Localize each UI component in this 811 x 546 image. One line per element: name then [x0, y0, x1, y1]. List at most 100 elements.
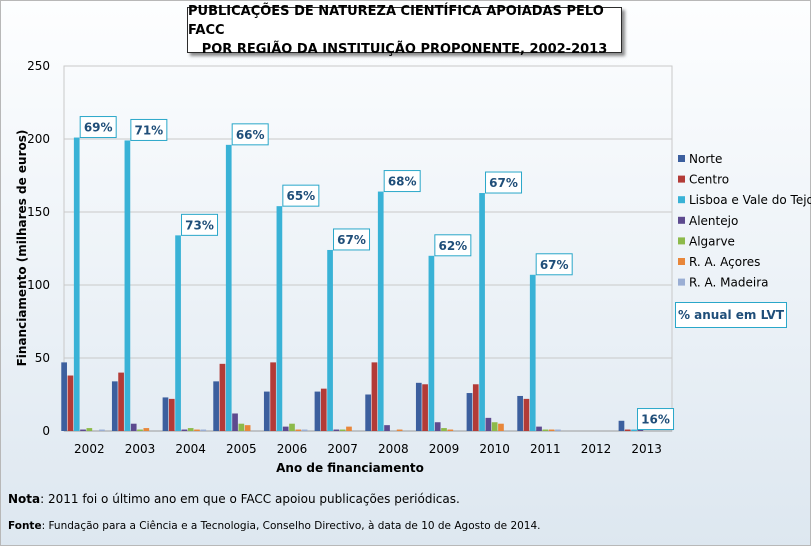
y-tick-label: 0: [42, 424, 50, 438]
bar: [491, 422, 498, 431]
bars: [61, 137, 644, 432]
pct-label: 71%: [134, 123, 163, 137]
legend-swatch: [678, 216, 685, 224]
source-text: : Fundação para a Ciência e a Tecnologia…: [41, 520, 541, 532]
bar: [637, 429, 644, 431]
y-tick-label: 100: [27, 278, 50, 292]
pct-box: [79, 116, 117, 139]
bar: [422, 384, 428, 431]
legend-entry: Lisboa e Vale do Tejo: [678, 193, 811, 207]
x-tick-label: 2009: [429, 442, 460, 456]
bar: [124, 140, 131, 431]
bar: [244, 425, 251, 431]
legend-label: R. A. Madeira: [689, 276, 769, 290]
pct-label: 67%: [337, 233, 366, 247]
x-tick-label: 2004: [175, 442, 206, 456]
bar: [523, 398, 530, 431]
pct-label: 62%: [438, 239, 467, 253]
bar: [232, 413, 238, 431]
bar: [289, 423, 295, 431]
pct-label: 67%: [489, 176, 518, 190]
pct-label: 73%: [185, 218, 214, 232]
bar: [162, 397, 169, 431]
x-tick-label: 2006: [277, 442, 308, 456]
bar: [225, 144, 232, 431]
x-tick-label: 2003: [125, 442, 156, 456]
pct-box: [181, 213, 219, 236]
bar: [61, 362, 67, 431]
bar: [529, 274, 536, 431]
bar: [365, 394, 371, 431]
bar: [99, 429, 105, 431]
bar: [219, 363, 226, 431]
x-tick-label: 2013: [631, 442, 662, 456]
bar: [67, 375, 74, 431]
bar: [263, 391, 270, 431]
bar: [73, 137, 80, 432]
bar: [301, 429, 308, 431]
legend-entry: R. A. Açores: [678, 255, 760, 269]
bar: [346, 426, 352, 431]
bar: [472, 384, 479, 431]
pct-box: [434, 234, 472, 257]
pct-box: [383, 170, 421, 193]
pct-annotation: 65%: [282, 184, 320, 207]
x-tick-label: 2002: [74, 442, 105, 456]
legend-swatch: [678, 175, 685, 183]
bar: [624, 429, 631, 431]
bar: [542, 429, 549, 431]
pct-label: 67%: [540, 258, 569, 272]
x-tick-label: 2005: [226, 442, 257, 456]
legend-swatch: [678, 278, 685, 286]
y-axis-title: Financiamento (milhares de euros): [15, 130, 29, 367]
note-label: Nota: [8, 492, 41, 506]
y-tick-label: 50: [35, 351, 50, 365]
bar: [517, 395, 523, 431]
bar: [396, 429, 403, 431]
bar: [631, 429, 637, 431]
bar: [548, 429, 555, 431]
bar: [434, 422, 441, 431]
pct-label: 16%: [641, 413, 670, 427]
legend-label: Centro: [689, 173, 729, 187]
pct-box: [485, 171, 523, 194]
bar: [175, 235, 181, 431]
legend-label: R. A. Açores: [689, 255, 760, 269]
bar: [137, 429, 143, 431]
pct-box: [231, 123, 269, 146]
pct-annotation: 68%: [383, 170, 421, 193]
legend-entry: Algarve: [678, 234, 735, 248]
bar: [295, 429, 302, 431]
legend-swatch: [678, 258, 685, 265]
bar: [213, 381, 219, 431]
x-tick-label: 2011: [530, 442, 561, 456]
x-axis-ticks: 2002 2003 2004 2005 2006 2007 2008 2009 2010 2011…: [74, 442, 662, 456]
bar: [479, 193, 485, 431]
bar: [194, 429, 200, 431]
y-tick-label: 250: [27, 59, 50, 73]
bar: [314, 391, 321, 431]
pct-box: [282, 184, 320, 207]
pct-annotation: 66%: [231, 123, 269, 146]
chart-title-line2: POR REGIÃO DA INSTITUIÇÃO PROPONENTE, 20…: [201, 41, 608, 57]
bar: [187, 428, 194, 431]
legend-label: Algarve: [689, 234, 735, 248]
bar: [130, 423, 137, 431]
bar: [86, 428, 93, 431]
pct-box: [637, 408, 675, 431]
bar: [415, 382, 422, 431]
bar: [168, 398, 175, 431]
legend: Norte Centro Lisboa e Vale do Tejo Alentejo…: [678, 152, 811, 290]
pct-annotation: 67%: [333, 228, 371, 251]
y-tick-label: 200: [27, 132, 50, 146]
legend-entry: Centro: [678, 173, 729, 187]
x-tick-label: 2012: [581, 442, 612, 456]
bar: [327, 249, 333, 431]
pct-label: 66%: [236, 128, 265, 142]
legend-swatch: [678, 196, 685, 204]
legend-label: Alentejo: [689, 214, 738, 228]
note: Nota: 2011 foi o último ano em que o FAC…: [8, 492, 460, 506]
bar: [555, 429, 561, 431]
pct-label: 68%: [388, 175, 417, 189]
bar: [536, 426, 542, 431]
